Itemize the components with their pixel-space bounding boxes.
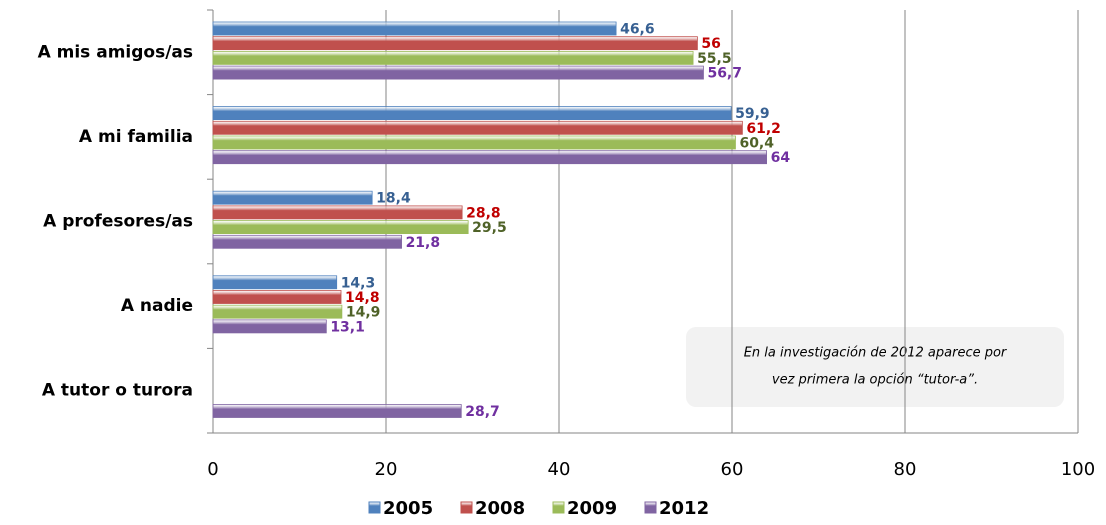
bar — [212, 36, 698, 51]
value-label: 64 — [771, 150, 791, 166]
bar — [212, 120, 743, 135]
bar — [212, 220, 469, 235]
category-label: A nadie — [121, 296, 193, 316]
value-label: 59,9 — [735, 106, 770, 122]
bar — [212, 290, 342, 304]
bar — [212, 190, 373, 205]
bar — [212, 404, 462, 418]
annotation-box — [686, 327, 1064, 407]
legend-label: 2009 — [567, 498, 617, 519]
value-label: 28,8 — [466, 205, 501, 221]
legend-label: 2005 — [383, 498, 433, 519]
value-label: 14,9 — [346, 305, 381, 321]
bar — [212, 150, 767, 165]
value-label: 61,2 — [746, 121, 781, 137]
value-label: 21,8 — [406, 235, 441, 251]
x-tick-label: 80 — [894, 459, 917, 480]
value-label: 55,5 — [697, 51, 732, 67]
annotation-line: En la investigación de 2012 aparece por — [744, 346, 1008, 361]
bar — [212, 21, 617, 36]
legend-swatch — [644, 501, 657, 514]
legend-label: 2012 — [659, 498, 709, 519]
value-label: 56 — [701, 36, 720, 52]
value-label: 60,4 — [739, 136, 774, 152]
bar — [212, 135, 736, 150]
bar — [212, 319, 327, 334]
category-label: A mis amigos/as — [38, 42, 193, 62]
category-label: A mi familia — [79, 127, 193, 147]
bar — [212, 304, 343, 319]
value-label: 18,4 — [376, 191, 411, 207]
bar — [212, 234, 402, 249]
legend-label: 2008 — [475, 498, 525, 519]
legend-swatch — [460, 501, 473, 514]
category-label: A tutor o turora — [42, 381, 193, 401]
value-label: 56,7 — [707, 66, 742, 82]
legend-swatch — [552, 501, 565, 514]
annotation-line: vez primera la opción “tutor-a”. — [772, 373, 978, 388]
category-label: A profesores/as — [43, 212, 193, 232]
value-label: 29,5 — [472, 220, 507, 236]
value-label: 46,6 — [620, 22, 655, 38]
value-label: 14,8 — [345, 290, 380, 306]
value-label: 13,1 — [330, 319, 365, 335]
bar — [212, 275, 338, 290]
x-tick-label: 0 — [207, 459, 218, 480]
x-tick-label: 60 — [721, 459, 744, 480]
bar — [212, 106, 732, 120]
x-tick-label: 20 — [375, 459, 398, 480]
bar — [212, 205, 463, 220]
value-label: 28,7 — [465, 404, 500, 420]
legend-swatch — [368, 501, 381, 514]
x-tick-label: 40 — [548, 459, 571, 480]
bar — [212, 65, 704, 80]
value-label: 14,3 — [341, 275, 376, 291]
x-tick-label: 100 — [1061, 459, 1095, 480]
bar — [212, 51, 694, 65]
